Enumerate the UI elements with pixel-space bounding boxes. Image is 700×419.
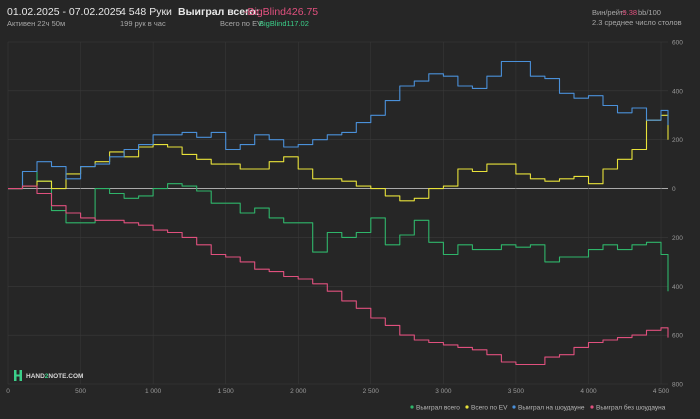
series-line-won	[8, 170, 669, 292]
x-tick-label: 0	[6, 388, 10, 395]
x-tick-label: 1 500	[218, 388, 235, 395]
legend-swatch-ev	[465, 405, 469, 409]
rake-value: -9.38	[620, 8, 638, 17]
series-line-showdown	[8, 60, 669, 190]
y-tick-label: 200	[672, 137, 683, 144]
won-total-value: -BigBlind426.75	[244, 6, 319, 18]
ev-label: Всего по EV:	[220, 19, 264, 28]
legend-label-ev: Всего по EV	[471, 405, 508, 412]
x-axis: 0 500 1 000 1 500 2 000 2 500 3 000 3 500 4 000 4…	[6, 388, 669, 395]
legend-item-won[interactable]: Выиграл всего	[410, 405, 460, 412]
rake-label: Вин/рейт:	[592, 8, 626, 17]
hands-count: 4 548 Руки	[120, 6, 172, 18]
won-total-label: Выиграл всего:	[178, 6, 260, 18]
rake-suffix: bb/100	[638, 8, 661, 17]
y-tick-label: 400	[672, 284, 683, 291]
stats-header: 01.02.2025 - 07.02.2025 Активен 22ч 50м …	[0, 0, 700, 34]
x-tick-label: 3 000	[435, 388, 452, 395]
x-tick-label: 2 500	[363, 388, 380, 395]
legend-label-showdown: Выиграл на шоудауне	[518, 405, 585, 412]
legend-swatch-showdown	[512, 405, 516, 409]
x-tick-label: 1 000	[145, 388, 162, 395]
chart-grid	[7, 41, 668, 385]
legend-swatch-won	[410, 405, 414, 409]
active-time: Активен 22ч 50м	[7, 19, 66, 28]
y-tick-label: 600	[672, 40, 683, 47]
chart-series	[8, 60, 669, 366]
legend-label-nonshowdown: Выиграл без шоудауна	[596, 404, 666, 412]
x-tick-label: 2 000	[290, 388, 307, 395]
y-tick-label: 400	[672, 88, 683, 95]
y-axis: 600 400 200 0 200 400 600 800	[672, 40, 683, 389]
series-line-nonshowdown	[8, 185, 669, 366]
x-tick-label: 4 000	[580, 388, 597, 395]
hands-per-hour: 199 рук в час	[120, 19, 166, 28]
legend-item-nonshowdown[interactable]: Выиграл без шоудауна	[590, 404, 666, 412]
y-tick-label: 800	[672, 382, 683, 389]
ev-value: BigBlind117.02	[259, 19, 309, 28]
hand2note-logo-icon	[14, 370, 22, 381]
y-tick-label: 600	[672, 333, 683, 340]
y-tick-label: 200	[672, 235, 683, 242]
legend-swatch-nonshowdown	[590, 405, 594, 409]
x-tick-label: 3 500	[508, 388, 525, 395]
date-range: 01.02.2025 - 07.02.2025	[7, 6, 122, 18]
legend-item-ev[interactable]: Всего по EV	[465, 405, 508, 412]
series-line-ev	[8, 114, 669, 202]
logo: HAND2NOTE.COM	[14, 370, 83, 381]
x-tick-label: 4 500	[653, 388, 670, 395]
logo-text: HAND2NOTE.COM	[26, 373, 83, 380]
y-tick-label: 0	[672, 186, 676, 193]
avg-tables: 2.3 среднее число столов	[592, 18, 682, 27]
chart-legend: Выиграл всего Всего по EV Выиграл на шоу…	[410, 404, 666, 412]
legend-label-won: Выиграл всего	[416, 405, 460, 412]
x-tick-label: 500	[75, 388, 86, 395]
legend-item-showdown[interactable]: Выиграл на шоудауне	[512, 405, 585, 412]
